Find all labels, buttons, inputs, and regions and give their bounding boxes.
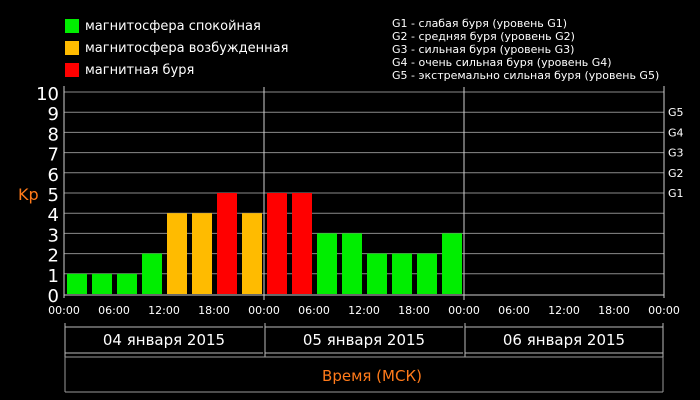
legend-swatch-storm — [65, 63, 79, 77]
y-tick-label: 2 — [48, 246, 59, 267]
storm-level-g4: G4 - очень сильная буря (уровень G4) — [392, 56, 612, 69]
y-tick-label: 8 — [48, 124, 59, 145]
kp-bar — [92, 273, 112, 294]
y-tick-label: 4 — [48, 205, 59, 226]
x-tick-label: 00:00 — [248, 304, 280, 317]
kp-bar — [392, 253, 412, 294]
x-tick-label: 12:00 — [548, 304, 580, 317]
kp-bar — [242, 213, 262, 294]
kp-bar — [142, 253, 162, 294]
kp-bar — [67, 273, 87, 294]
y-tick-label: 1 — [48, 266, 59, 287]
kp-bar — [417, 253, 437, 294]
kp-bar — [292, 193, 312, 294]
storm-level-g3: G3 - сильная буря (уровень G3) — [392, 43, 575, 56]
legend-swatch-quiet — [65, 19, 79, 33]
x-tick-label: 00:00 — [448, 304, 480, 317]
x-tick-label: 18:00 — [198, 304, 230, 317]
day-label: 06 января 2015 — [503, 331, 625, 349]
storm-level-g1: G1 - слабая буря (уровень G1) — [392, 17, 568, 30]
y-tick-label: 6 — [48, 165, 59, 186]
legend-swatch-active — [65, 41, 79, 55]
kp-bar — [442, 233, 462, 294]
kp-bar — [317, 233, 337, 294]
g-level-tick-label: G1 — [668, 187, 684, 200]
y-axis-label: Kp — [18, 185, 39, 204]
day-label: 05 января 2015 — [303, 331, 425, 349]
y-tick-label: 0 — [48, 286, 59, 307]
legend: магнитосфера спокойная магнитосфера возб… — [65, 16, 288, 82]
kp-bar — [342, 233, 362, 294]
legend-item-quiet: магнитосфера спокойная — [65, 16, 288, 36]
x-tick-label: 00:00 — [648, 304, 680, 317]
x-tick-label: 06:00 — [498, 304, 530, 317]
x-tick-label: 12:00 — [148, 304, 180, 317]
kp-bar — [167, 213, 187, 294]
x-tick-label: 18:00 — [598, 304, 630, 317]
storm-level-g5: G5 - экстремально сильная буря (уровень … — [392, 69, 660, 82]
y-tick-label: 5 — [48, 185, 59, 206]
legend-label-quiet: магнитосфера спокойная — [85, 18, 261, 34]
g-level-tick-label: G5 — [668, 106, 684, 119]
x-tick-label: 00:00 — [48, 304, 80, 317]
x-tick-label: 18:00 — [398, 304, 430, 317]
y-tick-label: 9 — [48, 104, 59, 125]
y-tick-label: 10 — [36, 84, 59, 105]
y-tick-label: 3 — [48, 225, 59, 246]
kp-bar — [117, 273, 137, 294]
x-tick-label: 12:00 — [348, 304, 380, 317]
g-level-tick-label: G3 — [668, 147, 684, 160]
x-tick-label: 06:00 — [98, 304, 130, 317]
g-level-tick-label: G2 — [668, 167, 684, 180]
legend-label-storm: магнитная буря — [85, 62, 195, 78]
legend-item-active: магнитосфера возбужденная — [65, 38, 288, 58]
kp-bar — [217, 193, 237, 294]
legend-label-active: магнитосфера возбужденная — [85, 40, 289, 56]
y-tick-label: 7 — [48, 145, 59, 166]
x-tick-label: 06:00 — [298, 304, 330, 317]
g-level-tick-label: G4 — [668, 126, 684, 139]
day-label: 04 января 2015 — [103, 331, 225, 349]
kp-bar — [192, 213, 212, 294]
storm-level-legend: G1 - слабая буря (уровень G1) G2 - средн… — [392, 17, 659, 82]
kp-bar — [267, 193, 287, 294]
x-axis-label: Время (МСК) — [322, 367, 422, 385]
kp-bar — [367, 253, 387, 294]
legend-item-storm: магнитная буря — [65, 60, 288, 80]
storm-level-g2: G2 - средняя буря (уровень G2) — [392, 30, 575, 43]
